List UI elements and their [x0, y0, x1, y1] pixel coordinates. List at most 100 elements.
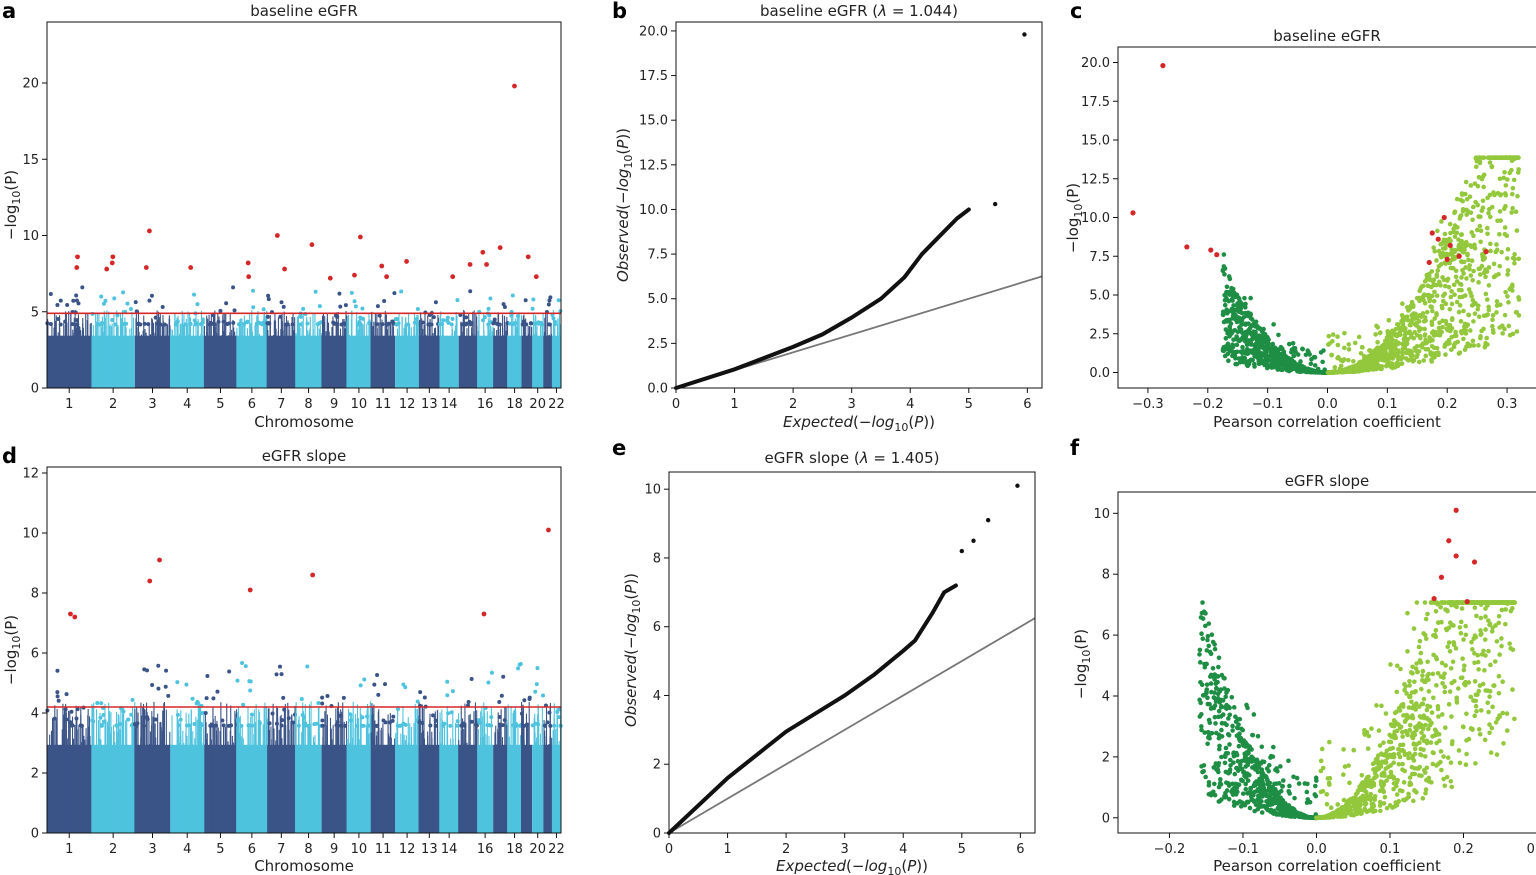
- quantile-point: [909, 266, 913, 271]
- correlation-point: [1248, 295, 1253, 301]
- y-tick-label: 4: [653, 689, 661, 704]
- correlation-point: [1506, 300, 1511, 305]
- correlation-point: [1490, 317, 1495, 323]
- correlation-point: [1201, 693, 1207, 698]
- y-axis-label: −log10(P): [2, 170, 23, 240]
- correlation-point: [1454, 196, 1460, 202]
- correlation-point: [1280, 367, 1286, 373]
- correlation-point: [1471, 268, 1476, 274]
- correlation-point: [1512, 252, 1517, 257]
- correlation-point: [1388, 333, 1394, 339]
- correlation-point: [1481, 184, 1486, 190]
- correlation-point: [1242, 295, 1247, 301]
- correlation-point: [1484, 312, 1489, 318]
- correlation-point: [1477, 160, 1483, 166]
- correlation-point: [1485, 195, 1490, 201]
- correlation-point: [1261, 345, 1267, 351]
- correlation-point: [1197, 697, 1202, 703]
- correlation-point: [1245, 705, 1250, 711]
- snp-point: [126, 717, 131, 722]
- correlation-point: [1459, 606, 1465, 611]
- correlation-point: [1247, 325, 1253, 331]
- correlation-point: [1335, 370, 1341, 375]
- correlation-point: [1480, 155, 1486, 160]
- panel-letter-d: d: [2, 444, 17, 468]
- snp-point: [145, 668, 150, 673]
- correlation-point: [1245, 757, 1251, 762]
- correlation-point: [1229, 349, 1234, 354]
- y-tick-label: 12: [22, 467, 39, 482]
- snp-point: [75, 707, 80, 712]
- snp-point: [55, 694, 60, 699]
- snp-point: [383, 682, 388, 687]
- correlation-point: [1449, 316, 1455, 321]
- correlation-point: [1441, 776, 1446, 782]
- snp-point: [221, 319, 226, 324]
- expected-diagonal-line: [668, 617, 1036, 834]
- snp-point: [164, 668, 169, 673]
- correlation-point: [1385, 360, 1391, 366]
- correlation-point: [1270, 341, 1276, 347]
- correlation-point: [1252, 780, 1258, 786]
- correlation-point: [1476, 155, 1481, 160]
- quantile-point: [917, 631, 922, 636]
- correlation-point: [1445, 276, 1451, 282]
- correlation-point: [1245, 751, 1250, 757]
- snp-point: [134, 309, 139, 314]
- snp-point: [482, 315, 487, 320]
- snp-point: [334, 723, 339, 728]
- x-tick-label: 6: [248, 842, 256, 857]
- correlation-point: [1248, 348, 1253, 353]
- correlation-point: [1254, 757, 1260, 763]
- correlation-point: [1482, 737, 1488, 743]
- correlation-point: [1226, 274, 1232, 279]
- correlation-point: [1229, 285, 1234, 291]
- correlation-point: [1459, 287, 1464, 293]
- correlation-point: [1407, 678, 1412, 684]
- correlation-point: [1249, 337, 1255, 342]
- correlation-point: [1216, 708, 1222, 714]
- correlation-point: [1230, 353, 1235, 359]
- correlation-point: [1426, 295, 1432, 301]
- correlation-point: [1470, 277, 1475, 283]
- correlation-point: [1227, 742, 1232, 747]
- snp-point: [121, 290, 126, 295]
- snp-point: [546, 302, 551, 307]
- correlation-point: [1259, 804, 1265, 809]
- correlation-point: [1213, 699, 1219, 704]
- correlation-point: [1245, 799, 1251, 805]
- significant-snp-point: [282, 266, 287, 272]
- correlation-point: [1231, 705, 1237, 710]
- snp-point: [103, 298, 108, 303]
- correlation-point: [1451, 344, 1457, 350]
- correlation-point: [1416, 359, 1422, 365]
- snp-point: [499, 693, 504, 698]
- qq-plot-baseline: 0.02.55.07.510.012.515.017.520.00 1 2 3 4 5 6 …: [612, 0, 1043, 434]
- snp-point: [497, 322, 502, 327]
- correlation-point: [1282, 806, 1288, 811]
- correlation-point: [1464, 240, 1469, 246]
- correlation-point: [1406, 705, 1412, 710]
- correlation-point: [1509, 191, 1515, 197]
- correlation-point: [1255, 733, 1261, 739]
- correlation-point: [1199, 724, 1204, 729]
- correlation-point: [1440, 275, 1445, 280]
- correlation-point: [1209, 632, 1215, 638]
- significant-snp-point: [74, 265, 80, 270]
- snp-point: [142, 321, 147, 326]
- correlation-point: [1342, 369, 1348, 375]
- correlation-point: [1222, 752, 1228, 758]
- correlation-point: [1433, 608, 1439, 614]
- correlation-point: [1272, 353, 1278, 359]
- correlation-point: [1478, 334, 1483, 339]
- significant-correlation-point: [1447, 242, 1453, 248]
- correlation-point: [1483, 274, 1488, 280]
- significant-correlation-point: [1214, 252, 1220, 258]
- snp-point: [71, 298, 76, 303]
- correlation-point: [1205, 637, 1210, 643]
- correlation-point: [1510, 284, 1515, 289]
- correlation-point: [1341, 797, 1347, 803]
- correlation-point: [1442, 283, 1448, 289]
- snp-point: [520, 322, 525, 327]
